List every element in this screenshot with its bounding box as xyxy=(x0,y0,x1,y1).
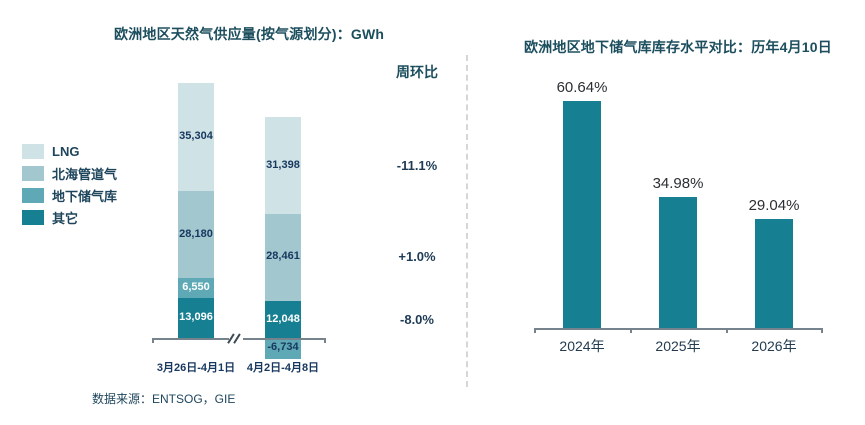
legend-swatch-LNG xyxy=(22,144,44,159)
bar-segment-北海管道气 xyxy=(178,191,214,278)
bar-segment-value: 35,304 xyxy=(179,130,213,143)
wow-header-label: 周环比 xyxy=(396,64,438,80)
legend-label-LNG: LNG xyxy=(52,144,80,159)
bar-segment-LNG xyxy=(178,83,214,192)
wow-value-北海管道气: +1.0% xyxy=(398,249,436,265)
legend-label-北海管道气: 北海管道气 xyxy=(52,167,118,182)
legend-swatch-北海管道气 xyxy=(22,166,44,181)
bar-segment-value: 28,461 xyxy=(266,250,300,263)
storage-bar xyxy=(755,219,793,328)
x-axis-tick xyxy=(630,328,632,333)
x-axis-label: 4月2日-4月8日 xyxy=(246,362,320,374)
legend-item-其它: 其它 xyxy=(22,210,117,226)
x-axis-tick xyxy=(726,328,728,333)
legend-label-地下储气库: 地下储气库 xyxy=(52,189,118,204)
legend-item-地下储气库: 地下储气库 xyxy=(22,188,118,204)
bar-segment-value: 31,398 xyxy=(266,158,300,171)
storage-bar xyxy=(563,101,601,328)
storage-bar-value: 34.98% xyxy=(652,175,704,193)
bar-segment-地下储气库 xyxy=(178,277,214,298)
bar-segment-地下储气库 xyxy=(265,338,301,359)
storage-bar xyxy=(659,197,697,328)
bar-segment-LNG xyxy=(265,117,301,214)
legend-swatch-地下储气库 xyxy=(22,188,44,203)
bar-segment-其它 xyxy=(265,301,301,338)
bar-segment-value: -6,734 xyxy=(267,341,299,354)
x-axis-line xyxy=(534,328,822,330)
source-note: 数据来源：ENTSOG，GIE xyxy=(92,392,236,406)
storage-bar-value: 29.04% xyxy=(748,197,800,215)
legend: LNG 北海管道气地下储气库其它 xyxy=(22,144,118,226)
x-axis-tick xyxy=(821,328,823,333)
bar-segment-value: 12,048 xyxy=(266,312,300,325)
x-axis-label: 2025年 xyxy=(655,338,701,354)
bar-segment-value: 28,180 xyxy=(179,227,213,240)
wow-value-其它: -8.0% xyxy=(400,311,434,327)
x-axis-label: 2026年 xyxy=(751,338,797,354)
bar-segment-其它 xyxy=(178,297,214,338)
storage-bar-value: 60.64% xyxy=(556,79,608,96)
legend-item-LNG: LNG xyxy=(22,144,117,159)
panel-divider xyxy=(466,55,468,387)
storage-level-chart-title: 欧洲地区地下储气库库存水平对比：历年4月10日 xyxy=(524,39,832,55)
legend-item-北海管道气: 北海管道气 xyxy=(22,166,118,182)
bar-segment-北海管道气 xyxy=(265,213,301,302)
x-axis-tick xyxy=(324,338,326,343)
x-axis-label: 3月26日-4月1日 xyxy=(156,362,236,374)
legend-swatch-其它 xyxy=(22,210,44,225)
x-axis-tick xyxy=(534,328,536,333)
bar-segment-value: 6,550 xyxy=(182,280,210,293)
bar-segment-value: 13,096 xyxy=(179,310,213,323)
wow-value-LNG: -11.1% xyxy=(396,157,438,173)
legend-label-其它: 其它 xyxy=(52,211,79,226)
x-axis-label: 2024年 xyxy=(559,338,605,354)
x-axis-tick xyxy=(152,338,154,343)
gas-supply-chart-title: 欧洲地区天然气供应量(按气源划分)：GWh xyxy=(114,26,385,42)
